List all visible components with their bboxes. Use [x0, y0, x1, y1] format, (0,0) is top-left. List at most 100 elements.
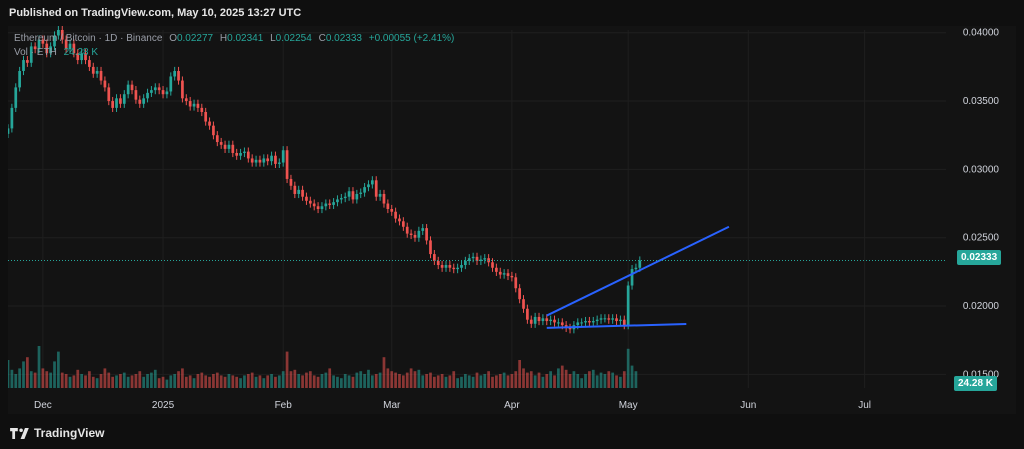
volume-bar: [537, 372, 541, 388]
candle-body: [161, 90, 165, 95]
volume-bar: [297, 374, 301, 388]
chart-area[interactable]: 0.04000 0.03500 0.03000 0.02500 0.02000 0.015…: [8, 26, 1016, 414]
x-tick-label: May: [619, 400, 638, 411]
candle-body: [138, 99, 142, 104]
x-tick-label: Jun: [740, 400, 756, 411]
volume-bar: [471, 376, 475, 388]
volume-bar: [491, 376, 494, 388]
volume-bar: [270, 374, 273, 388]
volume-bar: [22, 361, 25, 388]
candle-body: [173, 70, 177, 77]
price-chart[interactable]: 0.04000 0.03500 0.03000 0.02500 0.02000 0.015…: [8, 26, 1016, 414]
volume-bar: [526, 372, 529, 388]
candle-body: [258, 159, 262, 163]
candle-body: [537, 316, 541, 322]
candle-body: [177, 70, 180, 81]
candle-body: [545, 318, 549, 322]
volume-bar: [518, 360, 521, 388]
volume-label[interactable]: Vol · ETH: [14, 47, 57, 58]
candle-body: [45, 43, 49, 54]
volume-bar: [529, 371, 533, 388]
open-label: O: [169, 33, 177, 44]
candle-body: [64, 39, 68, 50]
volume-bar: [72, 375, 76, 388]
volume-bar: [506, 375, 510, 388]
volume-bar: [231, 375, 235, 388]
volume-bar: [95, 378, 99, 388]
volume-bar: [603, 374, 607, 388]
candle-body: [421, 228, 425, 231]
candle-body: [277, 162, 281, 164]
volume-bar: [10, 369, 14, 388]
candle-body: [22, 60, 25, 71]
volume-bar: [29, 371, 33, 388]
candle-body: [359, 192, 363, 194]
candle-body: [305, 196, 308, 201]
volume-bar: [367, 369, 370, 388]
volume-bar: [150, 372, 153, 388]
candle-body: [363, 187, 366, 193]
volume-bar: [18, 368, 21, 388]
volume-bar: [49, 372, 52, 388]
volume-bar: [91, 376, 95, 388]
volume-bar: [568, 374, 572, 388]
volume-bar: [57, 351, 60, 388]
candle-body: [607, 318, 611, 320]
candle-body: [76, 53, 80, 61]
candle-body: [370, 180, 374, 185]
volume-bar: [41, 368, 45, 388]
candle-body: [103, 80, 107, 88]
symbol-title[interactable]: Ethereum / Bitcoin · 1D · Binance: [14, 33, 163, 44]
candle-body: [417, 230, 421, 238]
y-tick-label: 0.04000: [963, 28, 1000, 39]
volume-bar: [584, 374, 587, 388]
volume-bar: [208, 376, 211, 388]
volume-bar: [169, 375, 173, 388]
candle-body: [347, 191, 351, 197]
candle-body: [200, 107, 204, 112]
volume-bar: [177, 371, 180, 388]
candle-body: [208, 121, 211, 126]
candle-body: [18, 70, 21, 88]
volume-bar: [522, 368, 525, 388]
candle-body: [60, 30, 64, 40]
volume-bar: [285, 351, 289, 388]
volume-bar: [332, 375, 335, 388]
candle-body: [374, 180, 378, 197]
candle-body: [289, 178, 293, 186]
volume-bar: [115, 375, 118, 388]
volume-bar: [239, 378, 242, 388]
candle-body: [467, 258, 471, 261]
close-value: 0.02333: [325, 33, 362, 44]
candle-body: [243, 151, 246, 153]
volume-bar: [215, 372, 219, 388]
volume-bar: [619, 376, 622, 388]
volume-bar: [254, 376, 258, 388]
candle-body: [425, 228, 428, 241]
candle-body: [634, 267, 638, 270]
tradingview-brand[interactable]: TradingView: [10, 426, 104, 440]
volume-bar: [126, 376, 130, 388]
volume-bar: [262, 378, 266, 388]
candle-body: [37, 39, 41, 50]
volume-bar: [53, 361, 56, 388]
volume-bar: [386, 368, 390, 388]
candle-body: [153, 87, 157, 91]
volume-bar: [607, 371, 611, 388]
volume-bar: [204, 375, 208, 388]
volume-bar: [188, 375, 192, 388]
candle-body: [115, 98, 118, 108]
candle-body: [227, 144, 231, 149]
candle-body: [440, 265, 444, 268]
candle-body: [495, 267, 498, 272]
volume-bar: [138, 371, 142, 388]
candle-body: [91, 66, 95, 74]
volume-bar: [576, 374, 580, 388]
volume-bar: [479, 375, 483, 388]
candle-body: [80, 53, 84, 61]
volume-bar: [173, 374, 177, 388]
candle-body: [510, 275, 514, 278]
volume-bar: [634, 371, 638, 388]
low-value: 0.02254: [275, 33, 312, 44]
volume-bar: [243, 375, 246, 388]
